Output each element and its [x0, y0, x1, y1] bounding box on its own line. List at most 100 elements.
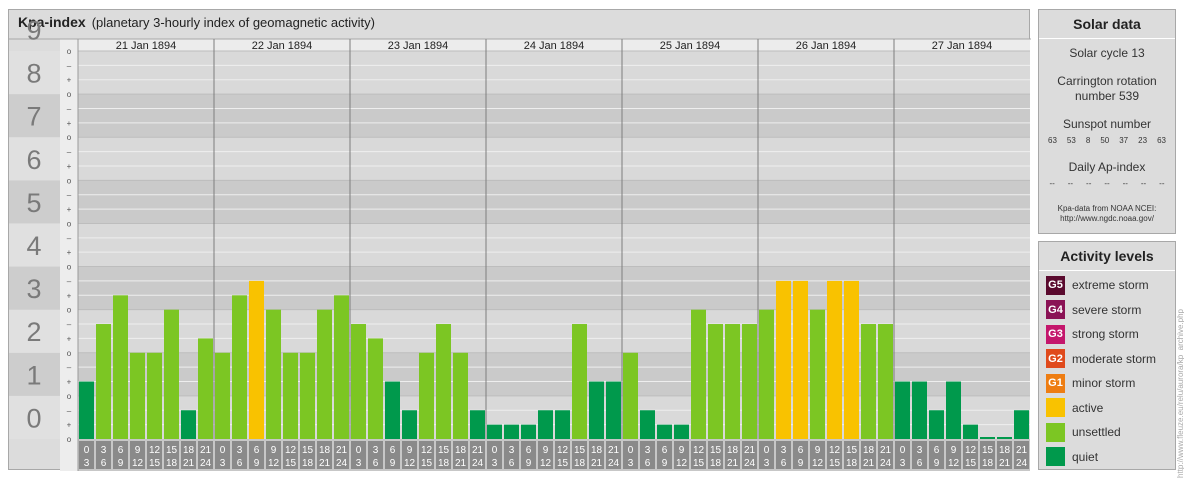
source-note-url[interactable]: http://www.ngdc.noaa.gov/ [1060, 214, 1154, 223]
interval-start-label: 9 [951, 445, 957, 456]
interval-start-label: 21 [608, 445, 620, 456]
legend-swatch [1046, 422, 1065, 442]
interval-start-label: 12 [149, 445, 161, 456]
minor-tick-label: – [67, 148, 72, 157]
time-label-box [776, 441, 791, 469]
minor-tick-label: + [67, 162, 72, 171]
plot-band [78, 51, 1030, 95]
legend-item: active [1046, 398, 1103, 418]
interval-end-label: 18 [302, 458, 314, 469]
time-label-box [453, 441, 468, 469]
kp-bar [878, 324, 893, 439]
interval-start-label: 21 [1016, 445, 1028, 456]
minor-tick-label: – [67, 406, 72, 415]
minor-tick-label: o [67, 392, 72, 401]
interval-start-label: 15 [574, 445, 586, 456]
interval-end-label: 18 [846, 458, 858, 469]
interval-start-label: 6 [254, 445, 260, 456]
plot-band [78, 180, 1030, 224]
kp-bar [555, 410, 570, 439]
interval-end-label: 18 [166, 458, 178, 469]
interval-end-label: 12 [676, 458, 688, 469]
time-label-box [249, 441, 264, 469]
kp-bar [895, 381, 910, 439]
interval-start-label: 12 [965, 445, 977, 456]
interval-end-label: 21 [183, 458, 195, 469]
sunspot-heading: Sunspot number [1062, 117, 1152, 131]
day-label: 25 Jan 1894 [660, 40, 721, 52]
time-label-box [861, 441, 876, 469]
ap-value: -- [1140, 179, 1147, 188]
y-axis-band [9, 51, 60, 95]
interval-end-label: 15 [829, 458, 841, 469]
interval-start-label: 6 [526, 445, 532, 456]
kp-bar [351, 324, 366, 439]
interval-start-label: 0 [764, 445, 770, 456]
time-label-box [589, 441, 604, 469]
y-axis-band [9, 309, 60, 353]
kp-bar [436, 324, 451, 439]
kp-bar [623, 352, 638, 439]
interval-end-label: 24 [608, 458, 620, 469]
interval-end-label: 6 [917, 458, 923, 469]
minor-tick-label: o [67, 47, 72, 56]
y-axis-band [9, 94, 60, 138]
legend-label: quiet [1072, 449, 1099, 464]
sunspot-values: 63 53 8 50 37 23 63 [1039, 136, 1175, 145]
interval-end-label: 3 [356, 458, 362, 469]
solar-data-panel: Solar data Solar cycle 13 Carrington rot… [1038, 9, 1176, 234]
kp-bar [266, 309, 281, 439]
y-tick-label: 3 [26, 274, 41, 304]
kp-bar [181, 410, 196, 439]
legend-swatch: G3 [1046, 324, 1065, 344]
minor-tick-label: o [67, 435, 72, 444]
interval-end-label: 9 [254, 458, 260, 469]
interval-start-label: 3 [645, 445, 651, 456]
day-label: 23 Jan 1894 [388, 40, 449, 52]
interval-end-label: 9 [526, 458, 532, 469]
interval-start-label: 18 [999, 445, 1011, 456]
kp-bar [402, 410, 417, 439]
time-label-box [300, 441, 315, 469]
interval-end-label: 12 [268, 458, 280, 469]
time-label-box [963, 441, 978, 469]
interval-start-label: 9 [407, 445, 413, 456]
time-label-box [334, 441, 349, 469]
time-label-box [419, 441, 434, 469]
chart-title: Kpa-index (planetary 3-hourly index of ge… [18, 14, 375, 30]
interval-start-label: 12 [829, 445, 841, 456]
interval-start-label: 6 [662, 445, 668, 456]
time-label-box [198, 441, 213, 469]
interval-end-label: 12 [812, 458, 824, 469]
interval-end-label: 3 [220, 458, 226, 469]
legend-label: severe storm [1072, 302, 1142, 317]
interval-start-label: 9 [543, 445, 549, 456]
legend-item: G1 minor storm [1046, 373, 1135, 393]
time-label-box [266, 441, 281, 469]
time-label-box [929, 441, 944, 469]
interval-start-label: 3 [917, 445, 923, 456]
minor-tick-label: – [67, 320, 72, 329]
kp-bar [963, 424, 978, 439]
interval-start-label: 6 [390, 445, 396, 456]
sunspot-value: 37 [1119, 136, 1129, 145]
kp-bar [810, 309, 825, 439]
time-label-box [555, 441, 570, 469]
interval-end-label: 3 [492, 458, 498, 469]
interval-start-label: 6 [118, 445, 124, 456]
legend-item: G4 severe storm [1046, 300, 1141, 320]
plot-band [78, 137, 1030, 181]
interval-end-label: 6 [373, 458, 379, 469]
time-label-box [895, 441, 910, 469]
kp-bar [249, 280, 264, 439]
time-label-box [96, 441, 111, 469]
interval-start-label: 15 [302, 445, 314, 456]
y-axis-band [9, 266, 60, 310]
y-tick-label: 0 [26, 403, 41, 433]
plot-band [78, 223, 1030, 267]
legend-label: active [1072, 400, 1104, 415]
interval-end-label: 24 [336, 458, 348, 469]
kp-bar [725, 324, 740, 439]
interval-end-label: 21 [863, 458, 875, 469]
interval-end-label: 6 [237, 458, 243, 469]
